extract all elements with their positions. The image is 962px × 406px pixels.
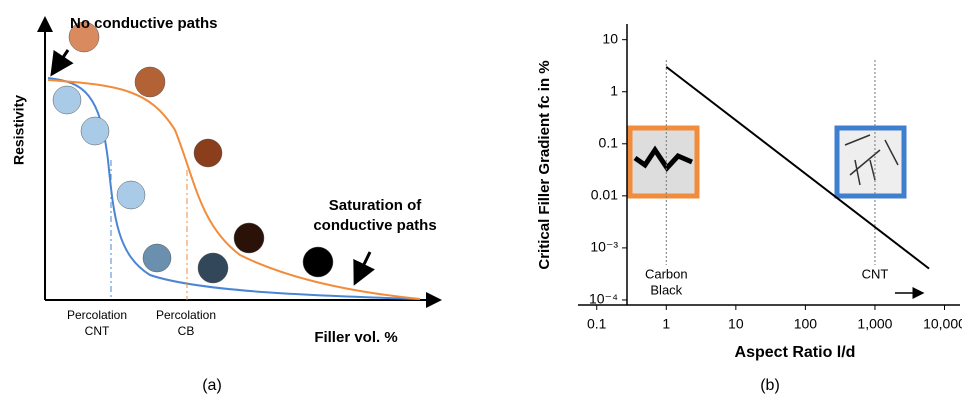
particles [52, 21, 334, 284]
annotation: CNT [85, 324, 110, 338]
annotation: Saturation of [329, 197, 423, 214]
x-tick-label: 10,000 [923, 316, 962, 332]
y-axis-label: Resistivity [11, 95, 27, 165]
y-tick-label: 0.01 [591, 187, 618, 203]
arrow [50, 49, 74, 77]
annotation: CB [178, 324, 195, 338]
arrow [353, 251, 375, 286]
y-tick-label: 10 [602, 30, 618, 46]
annotation: No conductive paths [70, 15, 218, 32]
x-tick-label: 100 [794, 316, 818, 332]
annotation: Percolation [156, 308, 216, 322]
y-tick-label: 10⁻³ [590, 239, 618, 255]
caption: (a) [202, 377, 222, 394]
annotation: Black [650, 282, 682, 297]
x-axis-label: Aspect Ratio l/d [735, 344, 856, 361]
panel-b: 10 1 0.1 0.01 10⁻³ 10⁻⁴ 0.1 1 10 100 1,000 10,000 Ca… [536, 24, 962, 394]
annotation: Percolation [67, 308, 127, 322]
y-tick-label: 1 [610, 82, 618, 98]
y-tick-label: 0.1 [599, 134, 619, 150]
caption: (b) [760, 377, 780, 394]
cnt-curve [47, 77, 421, 300]
x-tick-label: 10 [728, 316, 744, 332]
annotation: Carbon [645, 266, 688, 281]
x-tick-label: 1,000 [857, 316, 892, 332]
inset-path [633, 145, 693, 173]
x-tick-label: 1 [662, 316, 670, 332]
line [665, 66, 930, 270]
annotation: conductive paths [313, 217, 436, 234]
x-axis-label: Filler vol. % [314, 329, 397, 346]
inset-tubes [844, 134, 899, 186]
y-tick-label: 10⁻⁴ [589, 291, 618, 307]
x-tick-label: 0.1 [587, 316, 607, 332]
panel-a: No conductive paths Resistivity Saturati… [11, 15, 442, 394]
annotation: CNT [862, 266, 889, 281]
cb-curve [47, 79, 421, 300]
y-axis-label: Critical Filler Gradient fc in % [536, 60, 553, 269]
